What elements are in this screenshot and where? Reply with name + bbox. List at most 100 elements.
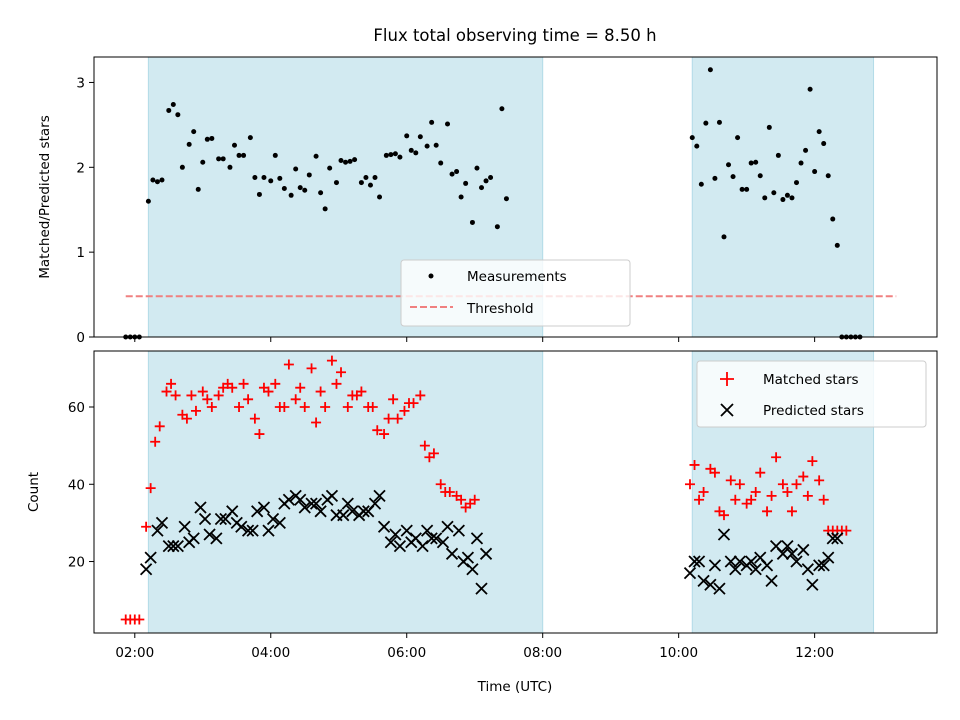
measurement-point	[798, 160, 804, 166]
measurement-point	[825, 173, 831, 179]
measurement-point	[474, 165, 480, 171]
predicted-stars-point	[151, 524, 164, 537]
predicted-stars-point	[785, 547, 799, 560]
matched-stars-point	[388, 394, 399, 405]
measurement-point	[458, 194, 464, 200]
measurement-point	[726, 162, 732, 168]
matched-stars-point	[392, 413, 403, 424]
matched-stars-point	[734, 479, 745, 490]
predicted-stars-point	[466, 563, 479, 576]
matched-stars-point	[234, 402, 245, 413]
measurement-point	[347, 158, 353, 164]
bottom-axis-ticks: 20 40 60 02:00 04:00 06:00 08:00 10:00 12:00	[68, 400, 834, 661]
matched-stars-point	[841, 525, 852, 536]
measurement-point	[200, 159, 206, 165]
matched-stars-point	[299, 402, 310, 413]
predicted-stars-point	[817, 559, 830, 572]
measurement-point	[408, 147, 414, 153]
matched-stars-point	[818, 494, 829, 505]
matched-stars-point	[766, 490, 777, 501]
measurement-point	[293, 166, 299, 172]
measurement-point	[780, 197, 786, 203]
predicted-stars-point	[708, 559, 722, 572]
matched-stars-point	[320, 402, 331, 413]
x-tick-label: 12:00	[795, 645, 834, 661]
measurement-point	[220, 156, 226, 162]
measurement-point	[302, 187, 308, 193]
predicted-stars-point	[776, 547, 790, 560]
y-tick-label: 3	[76, 75, 85, 91]
matched-stars-point	[456, 494, 467, 505]
predicted-stars-point	[400, 524, 413, 537]
measurement-point	[454, 169, 460, 175]
matched-stars-point	[791, 479, 802, 490]
measurement-point	[216, 156, 222, 162]
measurement-point	[145, 198, 151, 204]
legend-label-measurements: Measurements	[467, 269, 567, 285]
predicted-stars-point	[724, 555, 737, 568]
matched-stars-point	[399, 405, 410, 416]
measurement-point	[236, 152, 242, 158]
predicted-stars-point	[282, 493, 296, 506]
measurement-point	[488, 174, 494, 180]
legend-label-predicted-stars: Predicted stars	[763, 403, 864, 419]
measurement-point	[372, 174, 378, 180]
x-tick-label: 08:00	[523, 645, 562, 661]
matched-stars-point	[408, 398, 419, 409]
top-panel: 0 1 2 3 Matched/Predicted stars Measurement…	[37, 56, 938, 346]
matched-stars-point	[750, 487, 761, 497]
predicted-stars-point	[251, 505, 264, 518]
matched-stars-point	[181, 413, 192, 424]
measurement-point	[424, 143, 430, 149]
measurement-point	[363, 174, 369, 180]
measurement-point	[739, 186, 745, 192]
legend-label-matched-stars: Matched stars	[763, 372, 859, 388]
legend-marker-predicted-stars	[720, 403, 734, 417]
matched-stars-point	[213, 390, 224, 401]
x-tick-label: 04:00	[251, 645, 290, 661]
measurement-point	[721, 234, 727, 240]
measurement-point	[159, 177, 165, 183]
measurement-point	[503, 196, 509, 202]
measurement-point	[766, 124, 772, 130]
matched-stars-point	[755, 467, 766, 478]
matched-stars-point	[771, 452, 782, 463]
predicted-stars-point	[745, 555, 758, 568]
y-tick-label: 1	[76, 245, 85, 261]
matched-stars-point	[243, 394, 254, 405]
measurement-point	[358, 180, 364, 186]
matched-stars-point	[190, 405, 201, 416]
predicted-stars-point	[475, 582, 488, 595]
matched-stars-point	[254, 429, 265, 440]
measurement-point	[803, 147, 809, 153]
predicted-stars-point	[155, 516, 169, 530]
matched-stars-point	[161, 386, 172, 397]
measurement-point	[445, 121, 451, 127]
top-y-axis-label: Matched/Predicted stars	[37, 115, 53, 278]
measurement-point	[784, 192, 790, 198]
measurement-point	[834, 242, 840, 248]
measurement-point	[404, 133, 410, 139]
predicted-stars-point	[262, 524, 275, 537]
measurement-point	[186, 141, 192, 147]
predicted-stars-point	[187, 532, 200, 545]
predicted-stars-point	[337, 509, 350, 522]
measurement-point	[204, 136, 210, 142]
predicted-stars-point	[683, 566, 697, 580]
predicted-stars-point	[733, 555, 746, 568]
matched-stars-point	[709, 467, 720, 478]
x-tick-label: 10:00	[659, 645, 698, 661]
measurement-point	[794, 180, 799, 186]
predicted-stars-point	[273, 516, 286, 530]
predicted-stars-point	[688, 555, 701, 568]
predicted-stars-point	[729, 563, 742, 576]
legend-label-threshold: Threshold	[466, 301, 534, 317]
bottom-y-axis-label: Count	[26, 472, 42, 512]
chart-title: Flux total observing time = 8.50 h	[373, 26, 656, 45]
predicted-stars-point	[445, 547, 459, 560]
measurement-point	[268, 178, 274, 184]
matched-stars-point	[798, 471, 809, 482]
y-tick-label: 60	[68, 400, 85, 416]
matched-stars-point	[315, 386, 326, 397]
matched-stars-point	[786, 506, 797, 517]
